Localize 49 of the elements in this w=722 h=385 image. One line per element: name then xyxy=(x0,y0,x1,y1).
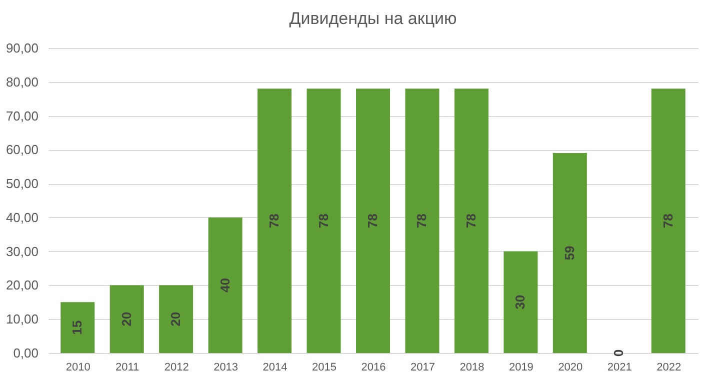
x-tick-label: 2018 xyxy=(460,362,484,374)
data-label: 78 xyxy=(660,214,676,228)
x-tick-label: 2020 xyxy=(558,362,583,374)
x-tick-label: 2019 xyxy=(508,362,534,374)
data-label: 30 xyxy=(512,294,528,310)
bar xyxy=(60,302,95,353)
data-label: 0 xyxy=(611,349,626,357)
data-label: 78 xyxy=(365,214,380,228)
x-tick-label: 2014 xyxy=(262,362,288,374)
data-label: 78 xyxy=(266,214,282,228)
bar xyxy=(454,88,488,353)
data-label: 78 xyxy=(414,214,430,228)
y-tick-label: 40,00 xyxy=(6,210,38,225)
data-label: 78 xyxy=(316,214,331,228)
bar xyxy=(208,217,242,353)
x-tick-label: 2013 xyxy=(214,362,238,374)
y-tick-label: 80,00 xyxy=(6,74,38,90)
bar xyxy=(258,88,292,353)
x-tick-label: 2016 xyxy=(361,362,386,374)
y-tick-label: 70,00 xyxy=(6,108,38,124)
x-tick-label: 2022 xyxy=(656,362,682,374)
bar xyxy=(159,285,194,353)
x-tick-label: 2012 xyxy=(164,362,189,374)
y-tick-label: 10,00 xyxy=(6,312,38,327)
y-tick-label: 20,00 xyxy=(6,278,38,293)
bar xyxy=(306,88,341,353)
x-tick-label: 2011 xyxy=(116,362,140,374)
y-tick-label: 50,00 xyxy=(6,176,38,192)
bar xyxy=(504,251,538,353)
data-label: 15 xyxy=(70,320,85,335)
x-tick-label: 2015 xyxy=(312,362,337,374)
x-tick-label: 2017 xyxy=(410,362,435,374)
bar xyxy=(110,285,144,353)
bar xyxy=(356,88,390,353)
data-label: 78 xyxy=(463,214,478,228)
chart-title: Дивиденды на акцию xyxy=(289,9,458,28)
data-label: 20 xyxy=(168,312,184,326)
y-tick-label: 30,00 xyxy=(6,244,38,259)
bar xyxy=(552,153,587,353)
bar xyxy=(405,88,440,353)
x-tick-label: 2021 xyxy=(607,362,632,374)
data-label: 40 xyxy=(217,278,232,292)
data-label: 59 xyxy=(562,246,577,260)
y-tick-label: 60,00 xyxy=(6,142,38,158)
data-label: 20 xyxy=(118,312,134,326)
bar xyxy=(651,88,686,353)
x-tick-label: 2010 xyxy=(66,362,90,374)
y-tick-label: 90,00 xyxy=(6,40,38,56)
y-tick-label: 0,00 xyxy=(13,346,38,360)
